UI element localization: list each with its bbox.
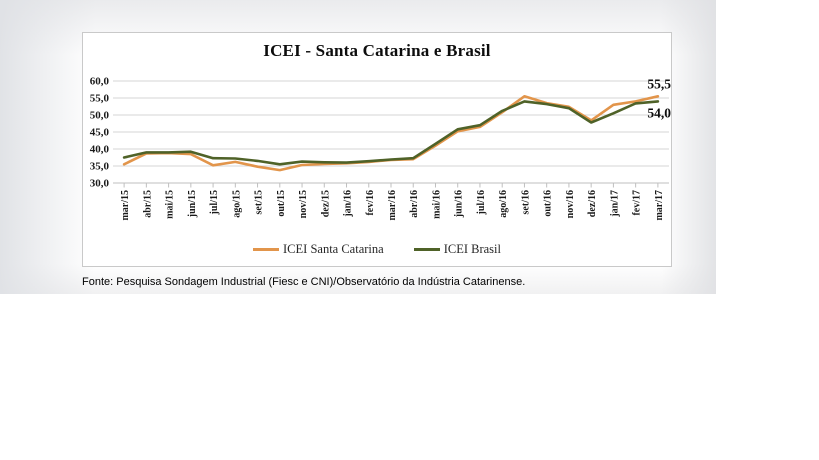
x-axis-tick-label: fev/17 [632, 190, 643, 216]
data-label: 55,5 [647, 76, 671, 91]
y-axis-tick-label: 30,0 [90, 178, 110, 190]
series-line-icei-brasil [122, 100, 660, 166]
legend-swatch [413, 247, 440, 251]
x-axis-tick-label: abr/15 [142, 190, 153, 218]
x-axis-tick-label: out/16 [543, 190, 554, 217]
legend-label: ICEI Santa Catarina [283, 241, 384, 256]
x-axis-tick-label: mai/15 [165, 190, 176, 219]
y-axis-tick-label: 50,0 [90, 110, 110, 122]
legend-label: ICEI Brasil [443, 241, 501, 256]
chart-legend: ICEI Santa Catarina ICEI Brasil [83, 239, 671, 259]
x-axis-tick-label: fev/16 [365, 190, 376, 216]
legend-item-icei-santa-catarina: ICEI Santa Catarina [253, 242, 384, 257]
x-axis-tick-label: nov/16 [565, 190, 576, 218]
x-axis-tick-label: jun/16 [454, 190, 465, 218]
x-axis-tick-label: ago/16 [498, 190, 509, 218]
y-axis-tick-label: 45,0 [90, 127, 110, 139]
line-chart: 60,0 55,0 50,0 45,0 40,0 35,0 30,0 mar/15 abr/15… [90, 76, 672, 221]
x-axis-tick-label: jan/17 [609, 190, 620, 218]
x-axis-tick-label: set/15 [254, 190, 265, 214]
x-axis-tick-label: nov/15 [298, 190, 309, 218]
x-axis-tick-label: dez/15 [320, 190, 331, 217]
x-axis-tick-label: dez/16 [587, 190, 598, 217]
x-axis-tick-label: mar/16 [387, 190, 398, 221]
x-axis-tick-label: out/15 [276, 190, 287, 217]
x-axis-tick-label: abr/16 [409, 190, 420, 218]
data-label: 54,0 [647, 105, 671, 120]
source-note: Fonte: Pesquisa Sondagem Industrial (Fie… [82, 276, 526, 288]
y-axis-tick-label: 40,0 [90, 144, 110, 156]
x-axis-tick-label: mar/15 [120, 190, 131, 221]
legend-swatch [253, 247, 280, 251]
x-axis-tick-label: mai/16 [431, 190, 442, 219]
legend-item-icei-brasil: ICEI Brasil [413, 241, 501, 257]
x-axis-tick-label: jan/16 [343, 190, 354, 218]
chart-frame: ICEI - Santa Catarina e Brasil 60,0 55,0 5… [82, 32, 672, 267]
x-axis-tick-label: jul/16 [476, 190, 487, 215]
y-axis-tick-label: 60,0 [90, 76, 110, 88]
chart-title: ICEI - Santa Catarina e Brasil [263, 41, 491, 60]
x-axis-tick-label: set/16 [520, 190, 531, 214]
x-axis-tick-label: ago/15 [231, 190, 242, 218]
y-axis-tick-label: 55,0 [90, 93, 110, 105]
x-axis-tick-label: mar/17 [654, 190, 665, 221]
x-axis-tick-label: jun/15 [187, 190, 198, 218]
y-axis-tick-label: 35,0 [90, 161, 110, 173]
x-axis-tick-label: jul/15 [209, 190, 220, 215]
